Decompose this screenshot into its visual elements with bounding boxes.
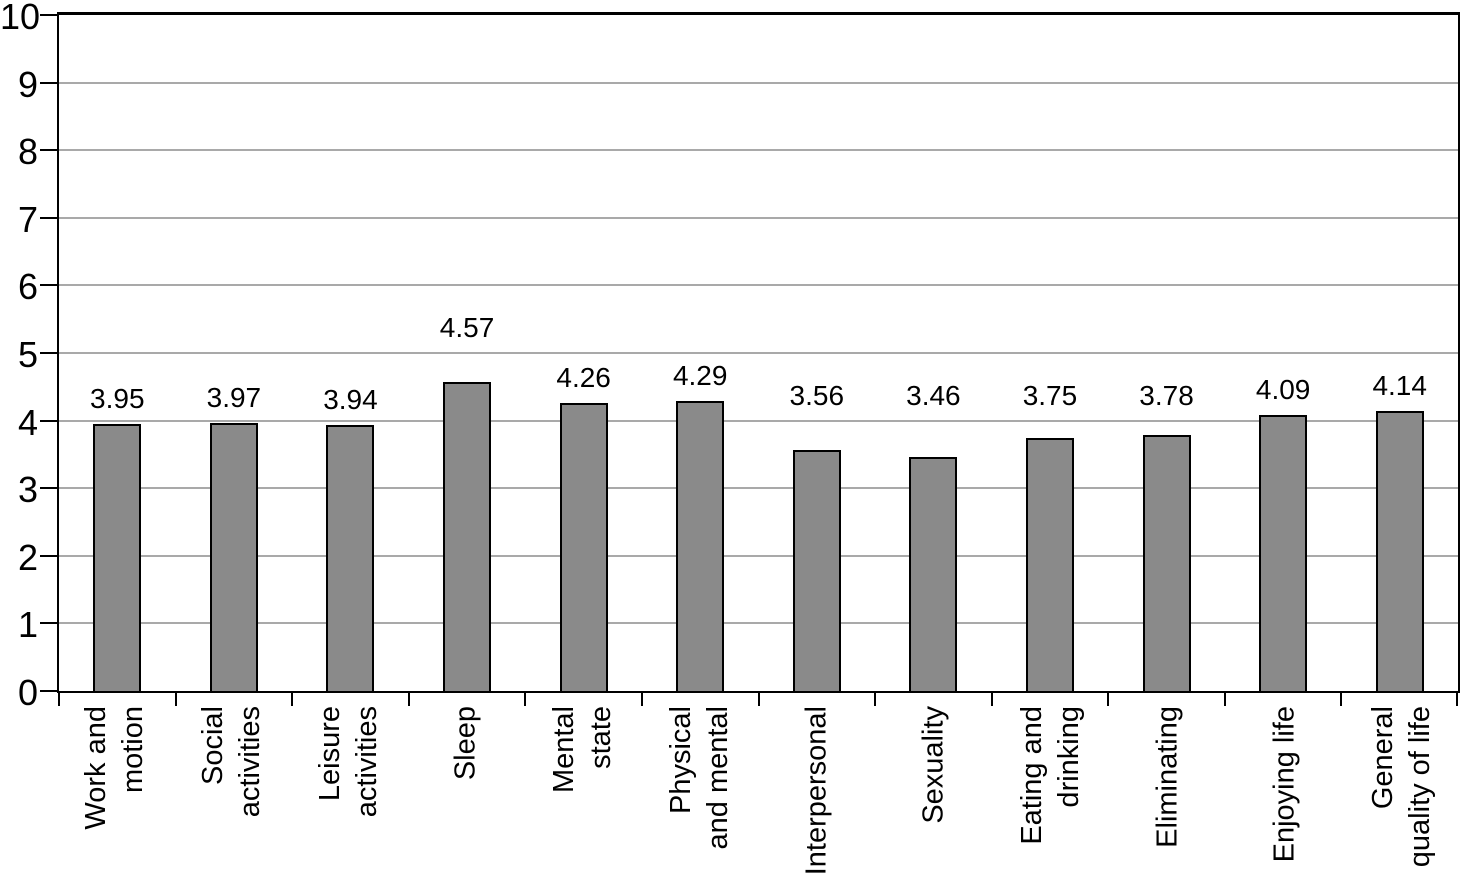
x-category-label: Sleep: [449, 706, 482, 781]
bar-value-label: 4.09: [1255, 373, 1311, 405]
bar-value-label: 3.94: [323, 383, 378, 415]
bar-value-label: 3.95: [90, 382, 145, 414]
x-category-label: Work and motion: [80, 706, 150, 830]
bar-value-label: 3.46: [906, 379, 961, 411]
y-tick-label: 4: [17, 401, 38, 443]
gridline: [59, 284, 1458, 287]
bar: [1259, 414, 1308, 691]
x-category-label: General quality of life: [1366, 706, 1436, 868]
bar-value-label: 4.26: [556, 362, 611, 394]
y-tick-label: 6: [17, 266, 38, 308]
y-axis-tick: [40, 690, 57, 692]
bar: [792, 450, 841, 691]
x-category-cell: Enjoying life: [1226, 704, 1343, 894]
x-category-cell: Work and motion: [57, 704, 174, 894]
bar-value-label: 4.29: [672, 360, 728, 391]
x-axis-tick: [1340, 693, 1342, 706]
y-tick-label: 10: [0, 0, 41, 37]
x-category-cell: Mental state: [525, 704, 642, 894]
x-category-cell: Leisure activities: [291, 704, 408, 894]
y-axis-tick: [40, 419, 57, 422]
bar: [326, 424, 375, 691]
x-axis-tick: [58, 693, 60, 706]
y-axis-tick: [40, 81, 57, 84]
bar: [1142, 435, 1191, 691]
y-axis-tick: [40, 149, 57, 152]
bar: [209, 422, 258, 691]
y-tick-label: 9: [17, 63, 38, 105]
x-category-cell: Eating and drinking: [992, 704, 1109, 894]
bar-value-label: 3.78: [1139, 379, 1194, 411]
y-axis-tick: [40, 352, 57, 354]
x-axis-labels: Work and motion Social activities Leisure …: [57, 704, 1460, 894]
bar: [559, 403, 608, 691]
x-axis-tick: [641, 693, 643, 706]
gridline: [59, 149, 1458, 152]
x-axis-tick: [874, 693, 876, 706]
x-category-label: Interpersonal: [800, 706, 833, 876]
y-tick-label: 3: [17, 469, 38, 511]
x-axis-tick: [991, 693, 993, 706]
y-tick-label: 5: [17, 334, 38, 375]
y-axis-tick: [40, 216, 57, 219]
x-category-cell: General quality of life: [1343, 704, 1460, 894]
x-axis-tick: [408, 693, 410, 706]
y-tick-label: 0: [17, 672, 38, 713]
bar: [909, 457, 958, 691]
bar-value-label: 3.75: [1022, 379, 1078, 411]
x-category-cell: Physical and mental: [642, 704, 759, 894]
gridline: [59, 419, 1458, 422]
x-axis-tick: [291, 693, 293, 706]
y-tick-label: 7: [17, 198, 38, 240]
bar: [1025, 437, 1074, 691]
gridline: [59, 216, 1458, 219]
x-category-label: Physical and mental: [665, 706, 735, 850]
x-category-label: Social activities: [197, 706, 267, 818]
x-category-label: Sexuality: [917, 706, 950, 824]
x-category-cell: Sleep: [408, 704, 525, 894]
x-category-cell: Sexuality: [875, 704, 992, 894]
x-category-label: Enjoying life: [1268, 706, 1301, 863]
plot-area: 3.95 3.97 3.94 4.57 4.26 4.29 3.56 3.46 3.75 3.78…: [40, 12, 1460, 706]
x-axis-tick: [1107, 693, 1109, 706]
x-axis-tick: [1224, 693, 1226, 706]
y-tick-label: 2: [17, 536, 38, 578]
x-category-cell: Social activities: [174, 704, 291, 894]
gridline: [59, 81, 1458, 84]
x-category-label: Leisure activities: [314, 706, 384, 818]
x-category-label: Mental state: [548, 706, 618, 794]
x-category-cell: Interpersonal: [759, 704, 876, 894]
bar: [443, 382, 492, 691]
gridline: [59, 352, 1458, 354]
x-category-label: Eating and drinking: [1015, 706, 1085, 845]
gridline: [59, 554, 1458, 557]
bar: [93, 423, 142, 691]
gridline: [59, 487, 1458, 490]
x-axis-tick: [175, 693, 177, 706]
bar: [1375, 411, 1424, 691]
x-axis-tick: [758, 693, 760, 706]
bar-value-label: 4.57: [439, 312, 495, 343]
x-axis-tick: [524, 693, 526, 706]
gridline: [59, 622, 1458, 625]
bar-value-label: 4.14: [1372, 370, 1427, 402]
x-category-cell: Eliminating: [1109, 704, 1226, 894]
y-axis-tick: [40, 622, 57, 625]
bar-value-label: 3.56: [789, 379, 845, 411]
y-axis-tick: [40, 14, 57, 16]
y-axis-tick: [40, 487, 57, 490]
y-axis-tick: [40, 284, 57, 287]
bar: [676, 401, 725, 691]
y-tick-label: 8: [17, 131, 38, 173]
x-category-label: Eliminating: [1151, 706, 1184, 848]
x-axis-tick: [1456, 693, 1458, 706]
y-axis-tick: [40, 554, 57, 557]
y-tick-label: 1: [17, 604, 38, 646]
bar-value-label: 3.97: [206, 381, 262, 413]
